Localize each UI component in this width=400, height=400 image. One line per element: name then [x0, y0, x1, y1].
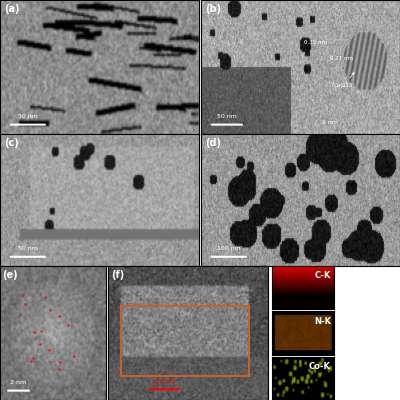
Text: (d): (d) [205, 138, 221, 148]
Text: Co(111): Co(111) [333, 72, 355, 88]
Text: 2 nm: 2 nm [10, 380, 27, 385]
Text: (b): (b) [205, 4, 221, 14]
Text: 50 nm: 50 nm [217, 114, 237, 119]
Text: Co-K: Co-K [309, 362, 331, 371]
Text: (a): (a) [4, 4, 20, 14]
Text: C-K: C-K [314, 271, 331, 280]
Bar [121, 306, 249, 376]
Text: (c): (c) [4, 138, 19, 148]
Text: N-K: N-K [314, 316, 331, 326]
Text: 100 nm: 100 nm [217, 246, 240, 252]
Text: 0.21 nm: 0.21 nm [330, 56, 353, 61]
Text: (e): (e) [2, 270, 18, 280]
Text: 100 nm: 100 nm [152, 379, 176, 384]
Text: (f): (f) [111, 270, 124, 280]
Text: 5 nm: 5 nm [322, 120, 338, 125]
Text: 0.35 nm: 0.35 nm [304, 40, 327, 45]
Text: 50 nm: 50 nm [18, 246, 38, 252]
Text: 50 nm: 50 nm [18, 114, 38, 119]
